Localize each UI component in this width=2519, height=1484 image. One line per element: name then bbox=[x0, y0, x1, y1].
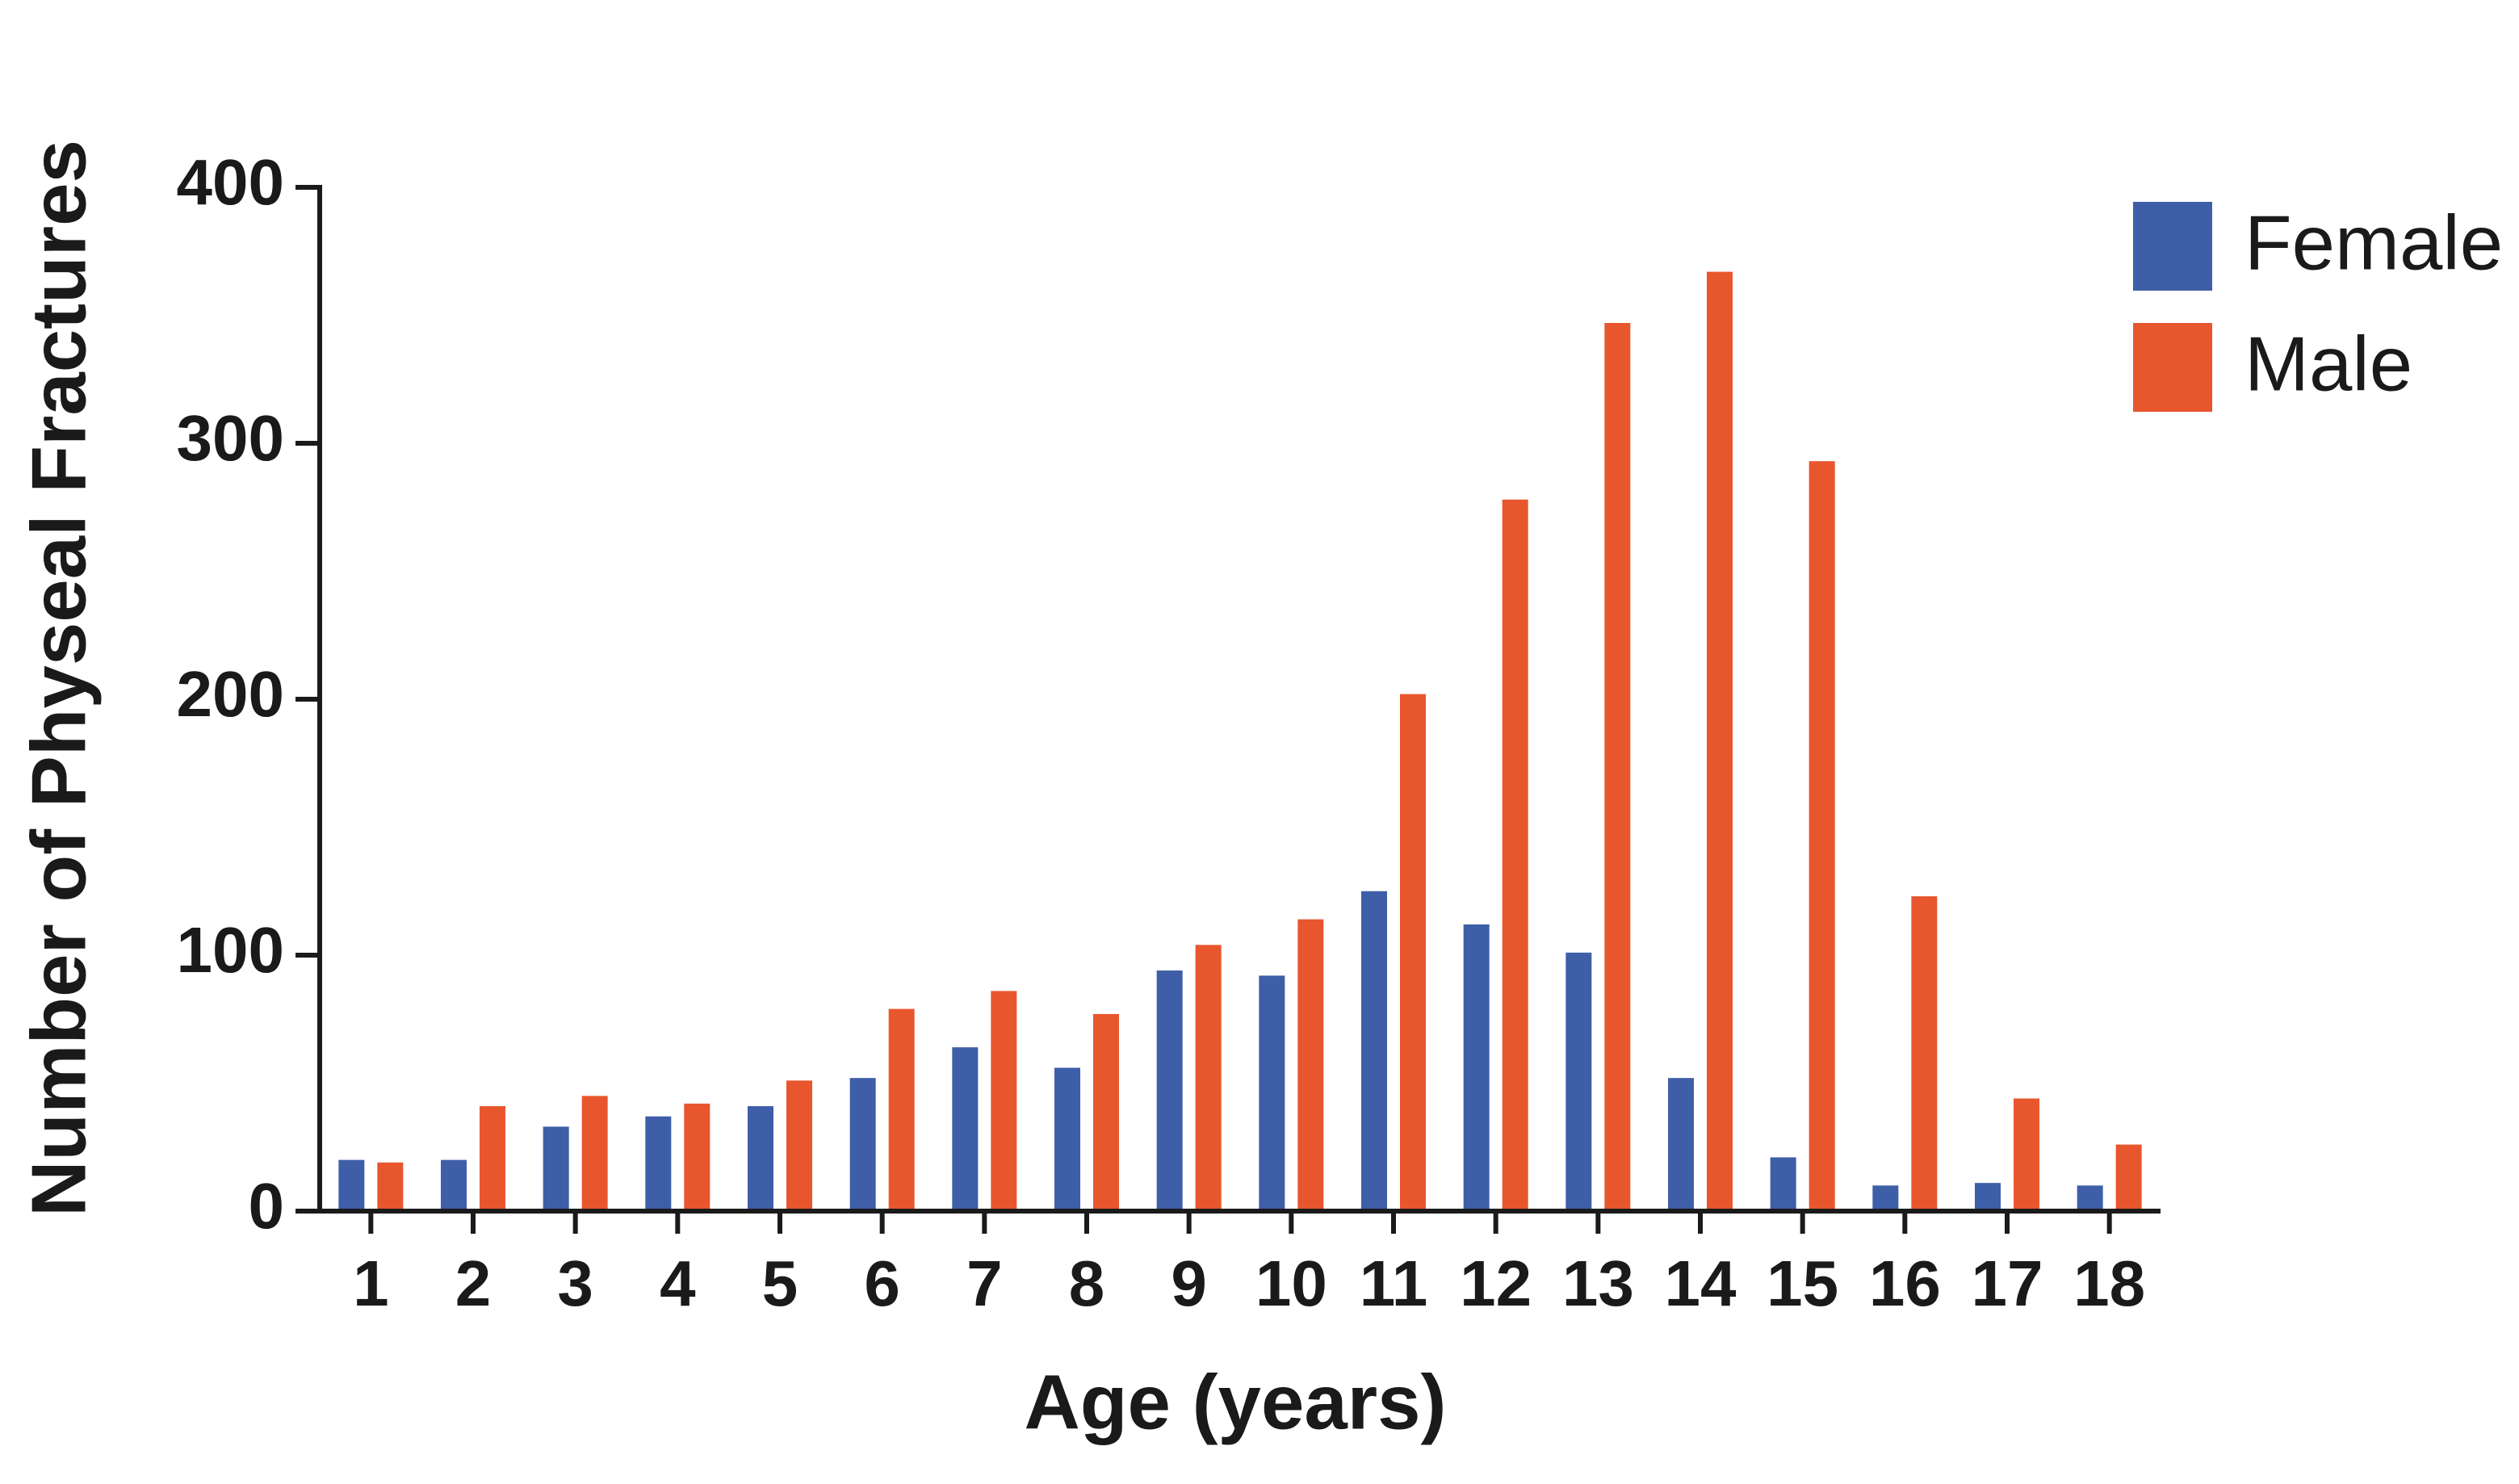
x-tick-label: 1 bbox=[353, 1247, 389, 1319]
x-tick-label: 2 bbox=[455, 1247, 492, 1319]
bar bbox=[338, 1159, 365, 1211]
bar bbox=[684, 1103, 710, 1211]
bar bbox=[480, 1106, 505, 1211]
bar bbox=[2115, 1144, 2142, 1211]
x-tick-label: 15 bbox=[1767, 1247, 1838, 1319]
bar bbox=[1502, 499, 1528, 1211]
bar bbox=[888, 1008, 915, 1211]
bar bbox=[1093, 1013, 1119, 1211]
x-tick-label: 4 bbox=[660, 1247, 696, 1319]
y-axis-title: Number of Physeal Fractures bbox=[15, 140, 102, 1217]
x-tick-label: 16 bbox=[1869, 1247, 1941, 1319]
bar bbox=[786, 1080, 812, 1211]
y-tick-label: 400 bbox=[177, 146, 284, 218]
x-tick-label: 12 bbox=[1460, 1247, 1532, 1319]
bar bbox=[1911, 896, 1938, 1211]
bar bbox=[2014, 1098, 2039, 1211]
x-tick-label: 5 bbox=[762, 1247, 798, 1319]
bar bbox=[1156, 970, 1183, 1211]
bar bbox=[1054, 1067, 1080, 1211]
bar bbox=[952, 1047, 979, 1211]
bar bbox=[1565, 952, 1592, 1211]
y-tick-label: 0 bbox=[249, 1170, 285, 1242]
y-tick-label: 100 bbox=[177, 914, 284, 986]
bar bbox=[1400, 694, 1426, 1211]
x-tick-label: 13 bbox=[1562, 1247, 1634, 1319]
bar bbox=[377, 1162, 404, 1211]
bar bbox=[1463, 924, 1490, 1211]
y-tick-label: 300 bbox=[177, 402, 284, 474]
x-tick-label: 14 bbox=[1665, 1247, 1737, 1319]
bar bbox=[1770, 1157, 1796, 1211]
x-tick-label: 17 bbox=[1972, 1247, 2043, 1319]
bar bbox=[849, 1078, 876, 1211]
x-tick-label: 8 bbox=[1069, 1247, 1105, 1319]
bar bbox=[748, 1106, 773, 1211]
bar bbox=[1297, 919, 1324, 1211]
legend-swatch bbox=[2133, 323, 2212, 412]
bar bbox=[1809, 461, 1835, 1211]
x-tick-label: 3 bbox=[557, 1247, 593, 1319]
x-tick-label: 11 bbox=[1360, 1247, 1428, 1319]
bar bbox=[441, 1159, 467, 1211]
x-tick-label: 7 bbox=[966, 1247, 1003, 1319]
legend-label: Female bbox=[2244, 199, 2503, 286]
y-tick-label: 200 bbox=[177, 658, 284, 730]
x-tick-label: 9 bbox=[1171, 1247, 1207, 1319]
bar bbox=[1975, 1183, 2001, 1211]
x-tick-label: 6 bbox=[864, 1247, 900, 1319]
bar bbox=[1707, 271, 1733, 1211]
bar bbox=[581, 1096, 608, 1211]
x-tick-label: 18 bbox=[2073, 1247, 2145, 1319]
bar bbox=[2077, 1185, 2103, 1211]
bar bbox=[645, 1116, 672, 1211]
x-tick-label: 10 bbox=[1255, 1247, 1327, 1319]
legend-label: Male bbox=[2244, 321, 2412, 407]
bar bbox=[543, 1126, 569, 1211]
bar bbox=[1361, 891, 1387, 1211]
bar bbox=[1259, 975, 1285, 1211]
bar bbox=[1604, 323, 1631, 1211]
x-axis-title: Age (years) bbox=[1025, 1359, 1447, 1445]
bar bbox=[1668, 1078, 1694, 1211]
bar bbox=[1872, 1185, 1899, 1211]
bar bbox=[1195, 945, 1222, 1211]
legend-swatch bbox=[2133, 202, 2212, 291]
bar bbox=[991, 991, 1017, 1211]
